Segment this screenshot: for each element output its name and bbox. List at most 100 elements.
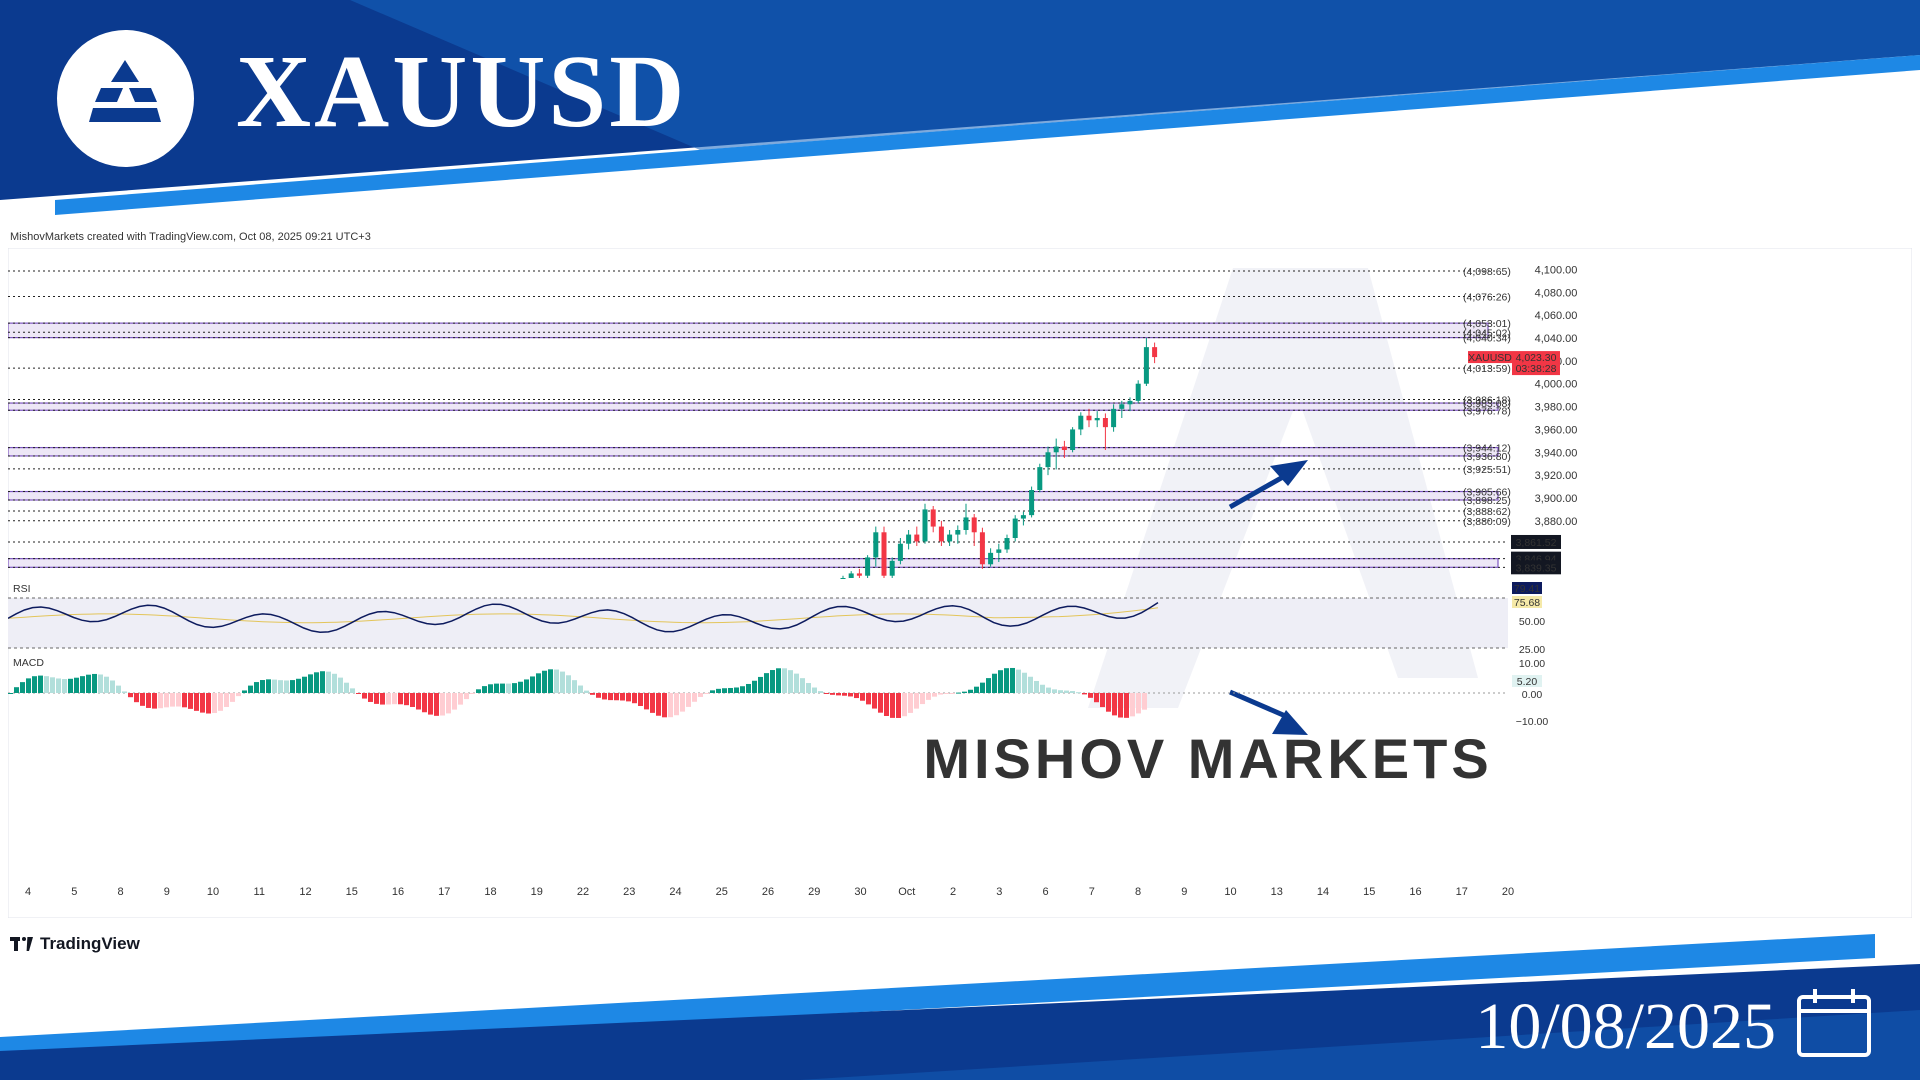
macd-histogram-bar	[794, 673, 799, 693]
calendar-icon	[1797, 989, 1871, 1057]
macd-histogram-bar	[212, 693, 217, 714]
macd-histogram-bar	[500, 683, 505, 693]
macd-histogram-bar	[536, 673, 541, 693]
macd-histogram-bar	[638, 693, 643, 706]
level-label: (4,045.02)	[1463, 327, 1511, 339]
candle-body	[1111, 408, 1117, 428]
price-badge	[1512, 351, 1560, 376]
macd-histogram-bar	[854, 693, 859, 699]
tradingview-logo-text: TradingView	[40, 934, 140, 953]
candle-body	[1143, 347, 1149, 384]
x-tick-label: 6	[1042, 886, 1048, 898]
macd-histogram-bar	[104, 676, 109, 693]
candle-body	[1045, 452, 1051, 468]
rsi-value: 79.41	[1514, 583, 1540, 595]
macd-histogram-bar	[734, 687, 739, 693]
macd-histogram-bar	[236, 693, 241, 697]
level-label: (3,905.66)	[1463, 487, 1511, 499]
y-tick-label: 4,080.00	[1535, 287, 1578, 299]
macd-histogram-bar	[284, 680, 289, 693]
macd-histogram-bar	[872, 693, 877, 709]
x-tick-label: 29	[808, 886, 820, 898]
brand-logo	[57, 30, 194, 167]
macd-histogram-bar	[1082, 693, 1087, 695]
y-tick-label: 4,060.00	[1535, 310, 1578, 322]
macd-histogram-bar	[584, 690, 589, 693]
macd-histogram-bar	[140, 693, 145, 706]
macd-histogram-bar	[1094, 693, 1099, 703]
macd-histogram-bar	[176, 693, 181, 707]
macd-histogram-bar	[134, 693, 139, 703]
macd-histogram-bar	[158, 693, 163, 709]
x-tick-label: 17	[438, 886, 450, 898]
macd-histogram-bar	[1136, 693, 1141, 714]
macd-histogram-bar	[938, 693, 943, 695]
macd-histogram-bar	[398, 693, 403, 705]
macd-histogram-bar	[326, 671, 331, 693]
macd-histogram-bar	[776, 668, 781, 693]
y-tick-label: 3,980.00	[1535, 402, 1578, 414]
macd-histogram-bar	[644, 693, 649, 710]
candle-body	[971, 517, 977, 533]
x-tick-label: 18	[484, 886, 496, 898]
macd-histogram-bar	[68, 678, 73, 693]
candle-body	[1020, 515, 1026, 519]
macd-histogram-bar	[944, 693, 949, 694]
macd-histogram-bar	[614, 693, 619, 701]
level-label: (3,888.62)	[1463, 506, 1511, 518]
macd-histogram-bar	[14, 687, 19, 693]
macd-histogram-bar	[752, 680, 757, 693]
macd-histogram-bar	[218, 693, 223, 711]
macd-histogram-bar	[668, 693, 673, 718]
rsi-value-badge	[1512, 582, 1542, 594]
macd-histogram-bar	[404, 693, 409, 706]
macd-histogram-bar	[590, 693, 595, 695]
macd-histogram-bar	[878, 693, 883, 713]
x-tick-label: 16	[392, 886, 404, 898]
level-label: (3,944.12)	[1463, 443, 1511, 455]
x-tick-label: 24	[669, 886, 681, 898]
macd-histogram-bar	[992, 673, 997, 693]
macd-histogram-bar	[1058, 690, 1063, 693]
rsi-band	[8, 598, 1508, 648]
candle-body	[840, 578, 846, 579]
macd-tick: −10.00	[1516, 716, 1549, 728]
x-tick-label: 7	[1089, 886, 1095, 898]
x-tick-label: Oct	[898, 886, 915, 898]
macd-histogram-bar	[470, 693, 475, 694]
macd-histogram-bar	[596, 693, 601, 698]
macd-histogram-bar	[320, 671, 325, 693]
macd-histogram-bar	[20, 682, 25, 693]
macd-histogram-bar	[410, 693, 415, 707]
macd-histogram-bar	[782, 668, 787, 693]
macd-histogram-bar	[50, 677, 55, 693]
macd-histogram-bar	[848, 693, 853, 697]
macd-histogram-bar	[728, 687, 733, 693]
level-label: (3,925.51)	[1463, 464, 1511, 476]
macd-histogram-bar	[806, 683, 811, 693]
macd-histogram-bar	[272, 679, 277, 693]
rsi-tick: 25.00	[1519, 644, 1545, 656]
macd-histogram-bar	[884, 693, 889, 716]
macd-histogram-bar	[1070, 691, 1075, 693]
level-label: (3,880.09)	[1463, 516, 1511, 528]
x-tick-label: 17	[1456, 886, 1468, 898]
macd-histogram-bar	[242, 690, 247, 693]
macd-histogram-bar	[488, 684, 493, 693]
macd-histogram-bar	[554, 669, 559, 693]
macd-histogram-bar	[1064, 690, 1069, 693]
rsi-ma-badge	[1512, 596, 1542, 608]
macd-histogram-bar	[770, 670, 775, 693]
macd-histogram-bar	[512, 683, 517, 693]
macd-histogram-bar	[1100, 693, 1105, 708]
macd-histogram-bar	[380, 693, 385, 705]
x-tick-label: 25	[716, 886, 728, 898]
x-tick-label: 10	[1224, 886, 1236, 898]
symbol-badge	[1468, 351, 1512, 364]
chart-credit: MishovMarkets created with TradingView.c…	[10, 231, 371, 243]
macd-histogram-bar	[254, 682, 259, 693]
macd-histogram-bar	[998, 670, 1003, 693]
page-title: XAUUSD	[236, 34, 688, 149]
macd-histogram-bar	[362, 693, 367, 699]
macd-histogram-bar	[1130, 693, 1135, 717]
